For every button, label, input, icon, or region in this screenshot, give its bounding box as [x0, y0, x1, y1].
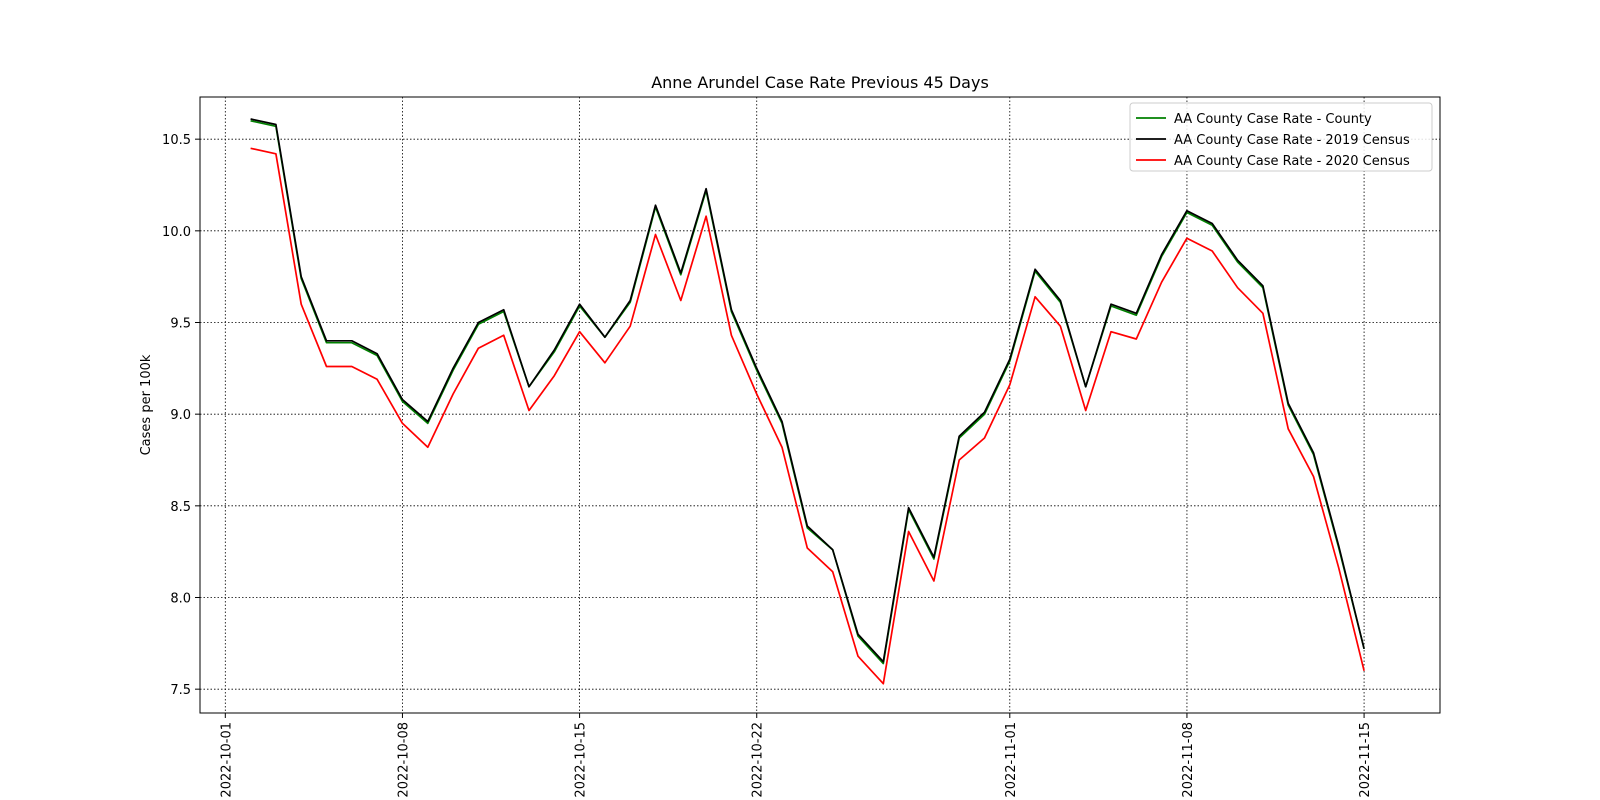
- legend-box: [1129, 102, 1433, 172]
- y-tick-label: 10.0: [162, 225, 191, 240]
- chart-title: Anne Arundel Case Rate Previous 45 Days: [651, 73, 989, 92]
- axis-ticks: 2022-10-01 2022-10-08 2022-10-15 2022-10-22…: [162, 133, 1373, 797]
- series-lines: [250, 118, 1365, 685]
- y-tick-label: 10.5: [162, 133, 191, 148]
- x-tick-label: 2022-11-08: [1181, 722, 1196, 798]
- y-tick-label: 7.5: [170, 683, 191, 698]
- legend-label-3: AA County Case Rate - 2020 Census: [1174, 154, 1410, 169]
- x-tick-label: 2022-10-15: [574, 722, 589, 798]
- y-tick-label: 9.5: [170, 317, 191, 332]
- x-tick-label: 2022-10-22: [751, 722, 766, 798]
- x-tick-label: 2022-10-01: [219, 722, 234, 798]
- series-line-1: [250, 119, 1365, 665]
- x-tick-label: 2022-10-08: [396, 722, 411, 798]
- y-tick-label: 8.5: [170, 500, 191, 515]
- legend-label-1: AA County Case Rate - County: [1174, 112, 1372, 127]
- legend: AA County Case Rate - County AA County Ca…: [1129, 102, 1433, 172]
- legend-label-2: AA County Case Rate - 2019 Census: [1174, 133, 1410, 148]
- x-tick-label: 2022-11-01: [1004, 722, 1019, 798]
- series-line-3: [250, 147, 1365, 685]
- plot-frame: [199, 96, 1441, 714]
- y-axis-label: Cases per 100k: [139, 354, 154, 455]
- series-line-2: [250, 118, 1365, 663]
- y-tick-label: 9.0: [170, 408, 191, 423]
- y-tick-label: 8.0: [170, 592, 191, 607]
- x-tick-label: 2022-11-15: [1358, 722, 1373, 798]
- grid: [200, 97, 1440, 713]
